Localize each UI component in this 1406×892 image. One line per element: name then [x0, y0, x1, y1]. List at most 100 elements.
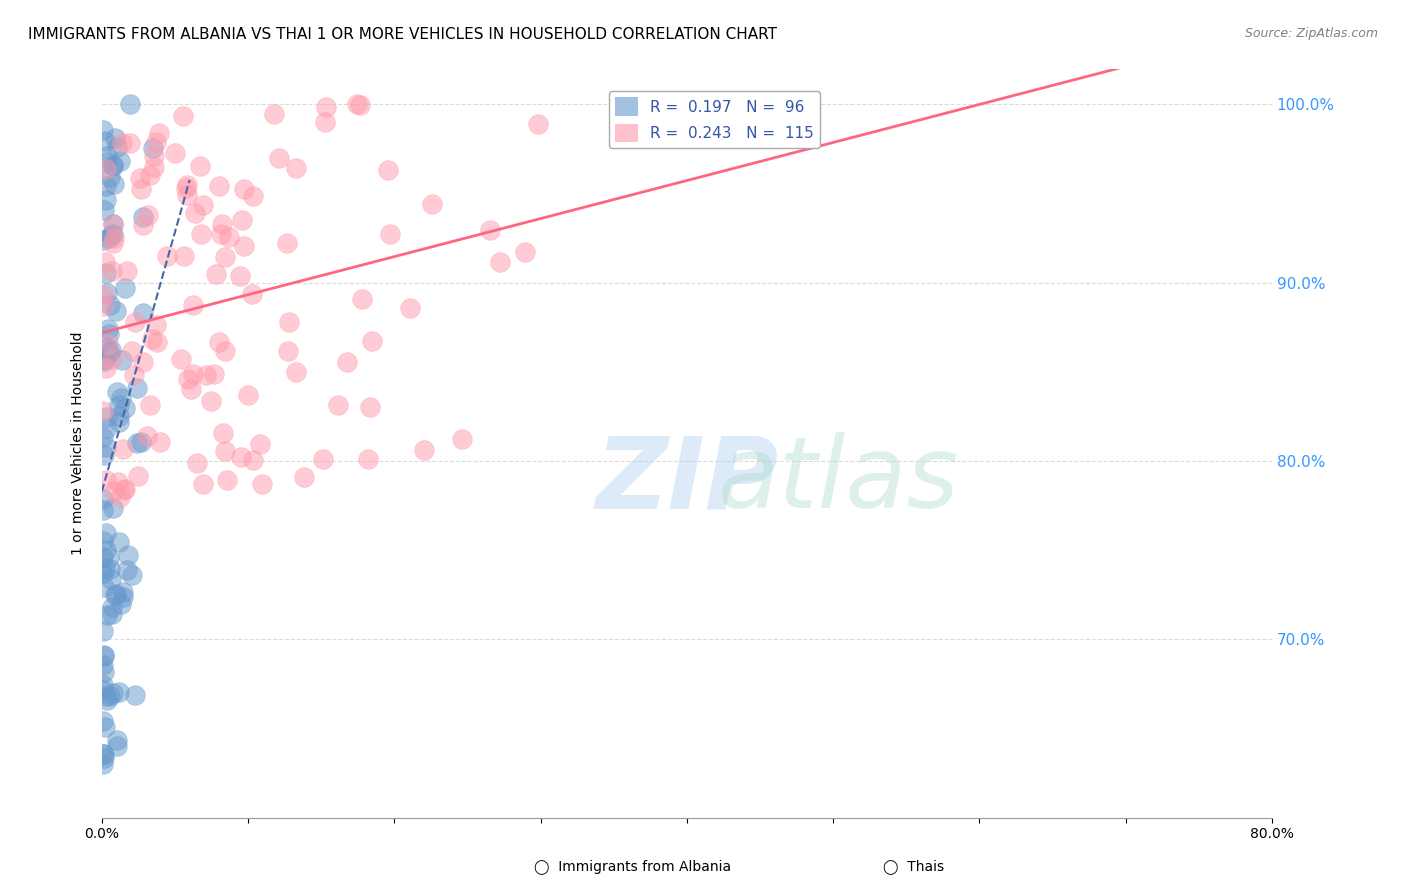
Thais — [141, 332, 163, 346]
Immigrants from Albania — [94, 179, 117, 194]
Thais — [399, 301, 422, 315]
Thais — [231, 450, 253, 464]
Immigrants from Albania — [101, 686, 124, 700]
Immigrants from Albania — [105, 733, 128, 747]
Thais — [103, 218, 125, 232]
Immigrants from Albania — [91, 747, 114, 761]
Thais — [312, 452, 335, 467]
Immigrants from Albania — [91, 550, 114, 565]
Thais — [412, 443, 434, 458]
Immigrants from Albania — [108, 154, 131, 169]
Thais — [249, 436, 271, 450]
Thais — [143, 160, 166, 174]
Immigrants from Albania — [93, 354, 115, 368]
Thais — [139, 168, 162, 182]
Immigrants from Albania — [101, 159, 124, 173]
Thais — [143, 149, 166, 163]
Immigrants from Albania — [100, 572, 122, 586]
Thais — [352, 293, 374, 307]
Thais — [94, 162, 117, 177]
Immigrants from Albania — [108, 535, 131, 549]
Thais — [114, 482, 136, 496]
Immigrants from Albania — [93, 203, 115, 218]
Thais — [205, 267, 228, 281]
Thais — [93, 404, 115, 418]
Thais — [120, 136, 142, 150]
Immigrants from Albania — [101, 158, 124, 172]
Immigrants from Albania — [97, 346, 120, 360]
Thais — [207, 334, 229, 349]
Thais — [156, 249, 179, 263]
Immigrants from Albania — [93, 648, 115, 663]
Immigrants from Albania — [103, 177, 125, 191]
Immigrants from Albania — [93, 580, 115, 594]
Thais — [103, 231, 125, 245]
Thais — [191, 476, 214, 491]
Immigrants from Albania — [111, 352, 134, 367]
Thais — [124, 315, 146, 329]
Thais — [451, 433, 474, 447]
Immigrants from Albania — [91, 566, 114, 581]
Immigrants from Albania — [94, 194, 117, 208]
Immigrants from Albania — [91, 624, 114, 638]
Immigrants from Albania — [96, 410, 118, 425]
Immigrants from Albania — [98, 298, 121, 312]
Thais — [263, 107, 285, 121]
Thais — [181, 368, 204, 382]
Immigrants from Albania — [108, 685, 131, 699]
Immigrants from Albania — [91, 123, 114, 137]
Immigrants from Albania — [98, 689, 121, 703]
Immigrants from Albania — [111, 584, 134, 599]
Thais — [232, 181, 254, 195]
Immigrants from Albania — [93, 720, 115, 734]
Thais — [630, 97, 652, 112]
Immigrants from Albania — [132, 210, 155, 224]
Thais — [94, 255, 117, 269]
Thais — [208, 179, 231, 194]
Immigrants from Albania — [131, 435, 153, 450]
Thais — [359, 400, 381, 414]
Thais — [136, 208, 159, 222]
Immigrants from Albania — [96, 607, 118, 622]
Thais — [231, 213, 253, 227]
Thais — [252, 476, 274, 491]
Immigrants from Albania — [105, 587, 128, 601]
Thais — [121, 343, 143, 358]
Thais — [97, 337, 120, 351]
Text: ◯  Thais: ◯ Thais — [883, 859, 945, 874]
Immigrants from Albania — [93, 747, 115, 761]
Immigrants from Albania — [98, 230, 121, 244]
Immigrants from Albania — [96, 149, 118, 163]
Immigrants from Albania — [97, 550, 120, 565]
Immigrants from Albania — [98, 327, 121, 342]
Immigrants from Albania — [142, 141, 165, 155]
Thais — [190, 227, 212, 241]
Legend: R =  0.197   N =  96, R =  0.243   N =  115: R = 0.197 N = 96, R = 0.243 N = 115 — [609, 91, 820, 148]
Thais — [101, 264, 124, 278]
Thais — [314, 115, 336, 129]
Immigrants from Albania — [96, 692, 118, 706]
Immigrants from Albania — [94, 266, 117, 280]
Text: ◯  Immigrants from Albania: ◯ Immigrants from Albania — [534, 859, 731, 874]
Thais — [240, 287, 263, 301]
Thais — [148, 126, 170, 140]
Immigrants from Albania — [108, 415, 131, 429]
Immigrants from Albania — [93, 233, 115, 247]
Thais — [346, 97, 368, 112]
Immigrants from Albania — [100, 562, 122, 576]
Immigrants from Albania — [125, 381, 148, 395]
Immigrants from Albania — [93, 351, 115, 366]
Immigrants from Albania — [114, 401, 136, 416]
Immigrants from Albania — [117, 548, 139, 562]
Thais — [284, 161, 307, 175]
Thais — [326, 398, 349, 412]
Thais — [112, 483, 135, 497]
Immigrants from Albania — [96, 440, 118, 454]
Immigrants from Albania — [93, 751, 115, 765]
Thais — [172, 110, 194, 124]
Text: Source: ZipAtlas.com: Source: ZipAtlas.com — [1244, 27, 1378, 40]
Immigrants from Albania — [105, 140, 128, 154]
Thais — [236, 388, 259, 402]
Thais — [122, 368, 145, 383]
Thais — [174, 181, 197, 195]
